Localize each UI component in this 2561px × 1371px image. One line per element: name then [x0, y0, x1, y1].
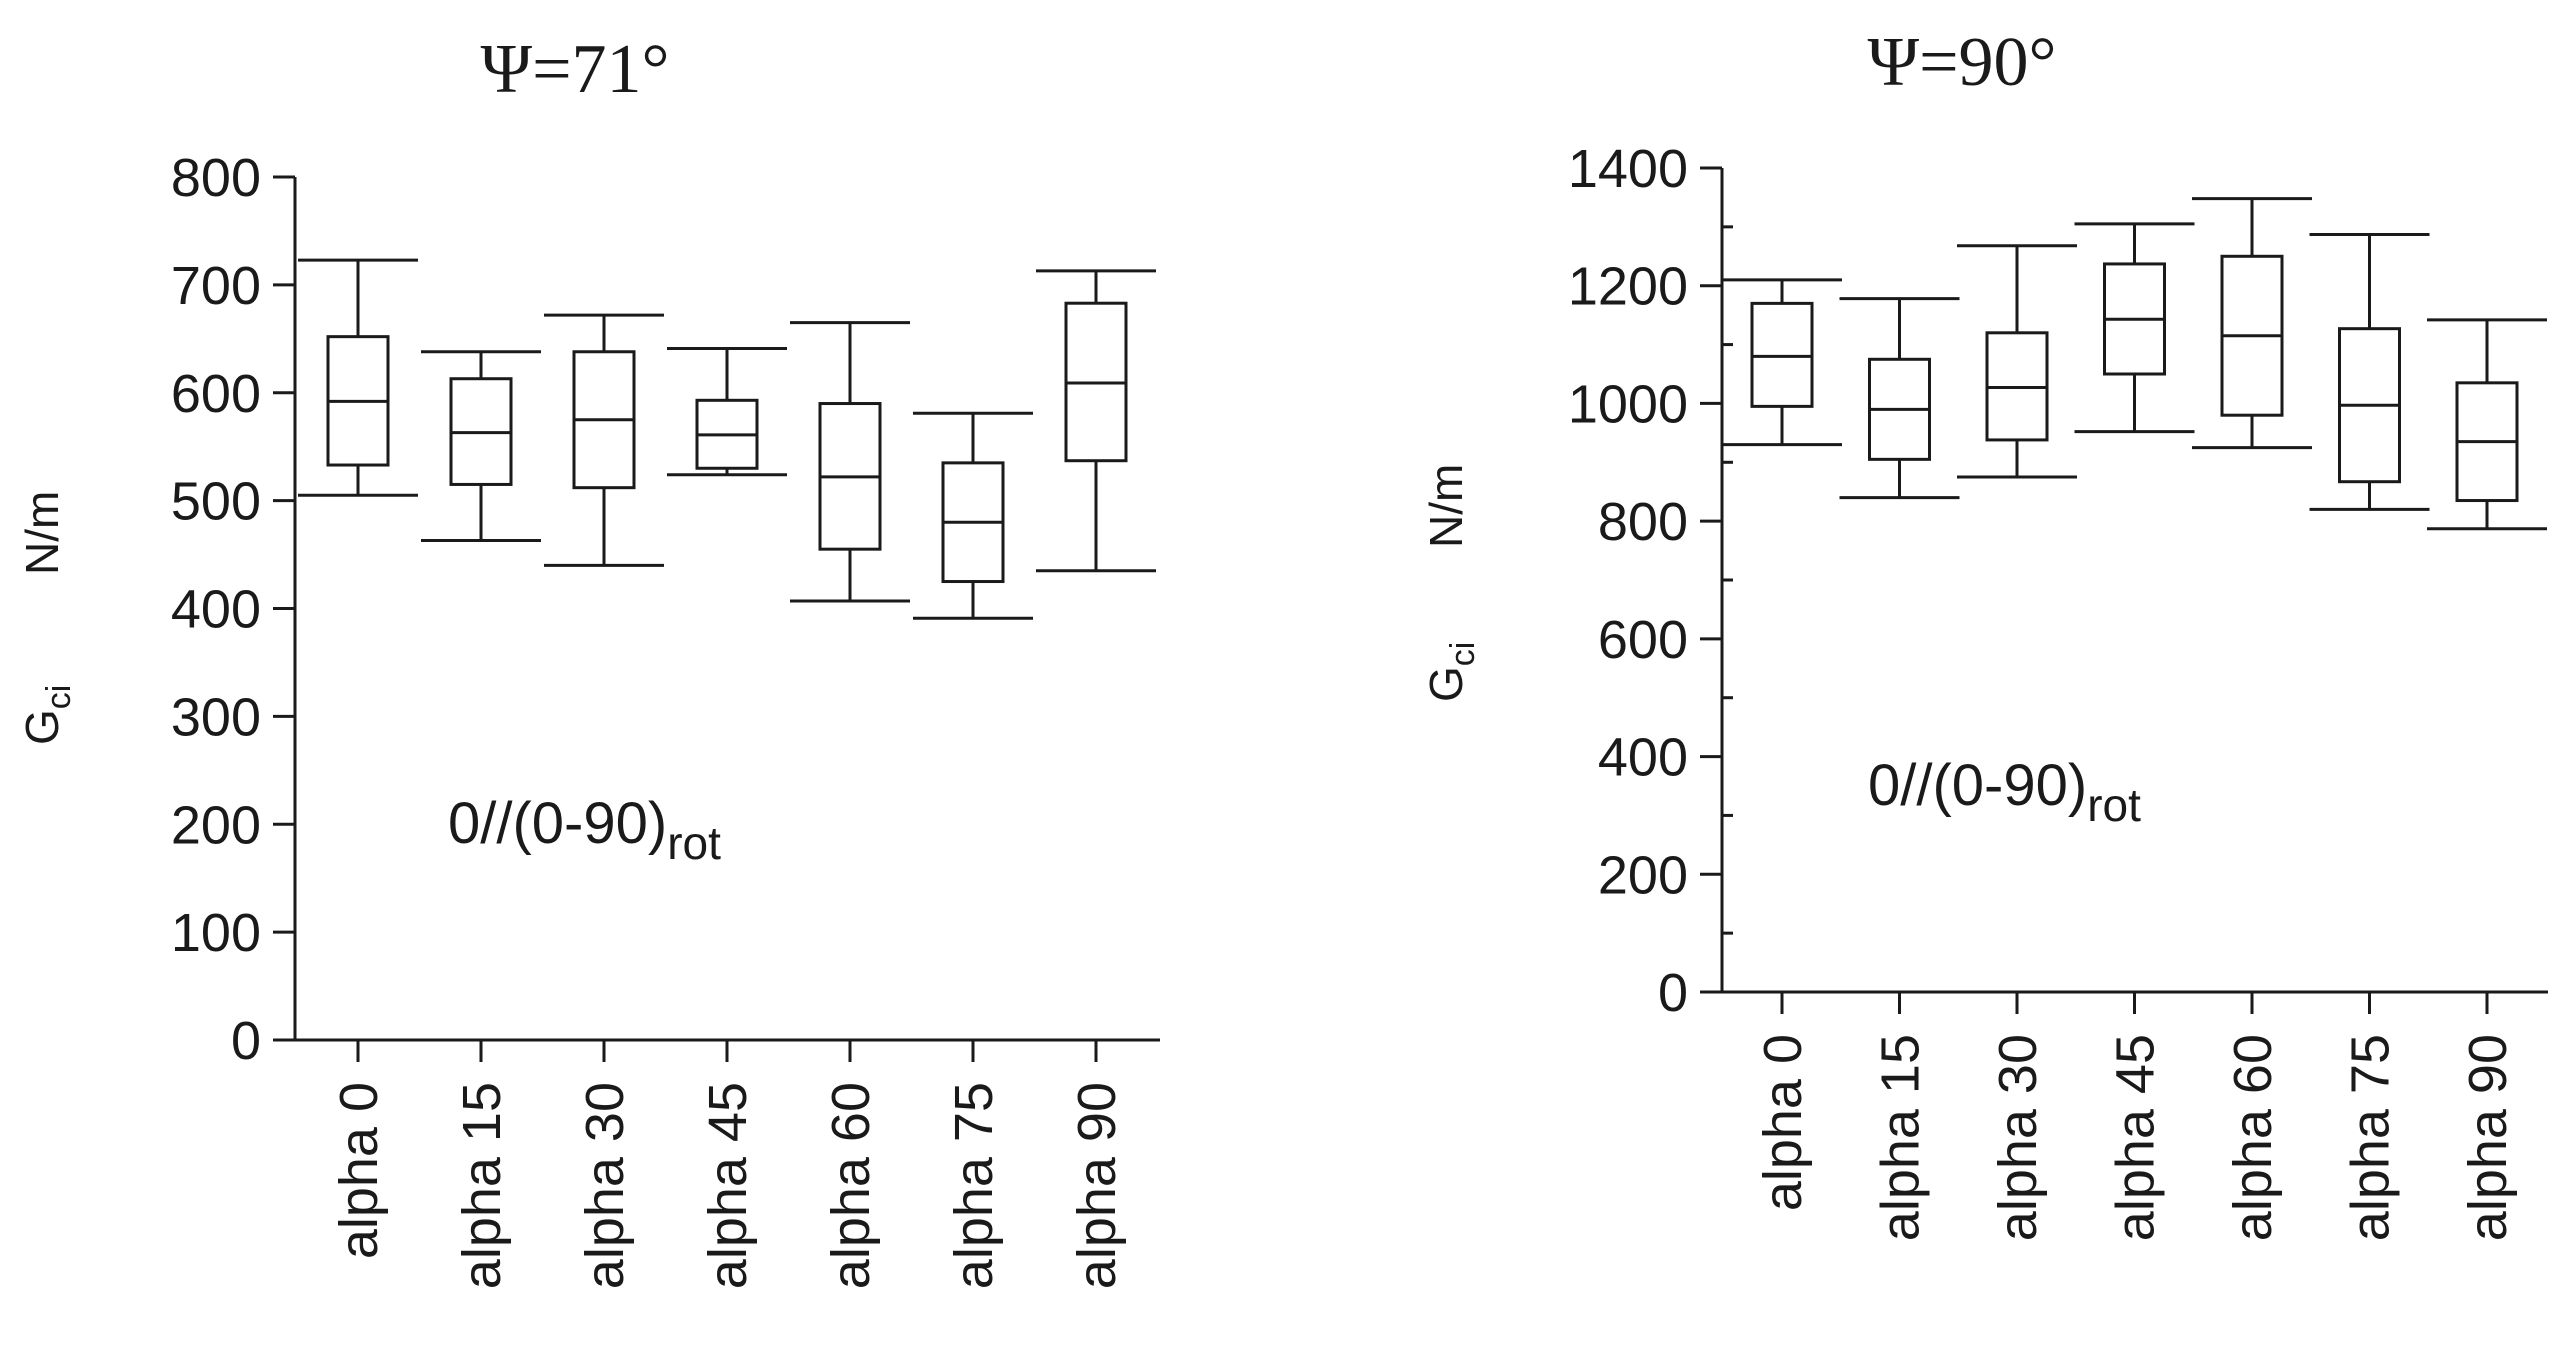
y-axis-label: Gci N/m — [1420, 464, 1482, 702]
chart-title: Ψ=71° — [480, 31, 669, 108]
y-tick-label: 700 — [171, 256, 261, 316]
axes-frame — [293, 177, 1160, 1042]
y-axis-label-symbol: Gci — [1420, 642, 1482, 702]
y-axis-label: Gci N/m — [16, 491, 78, 745]
y-tick-label: 300 — [171, 687, 261, 747]
x-tick-label: alpha 90 — [2458, 1034, 2518, 1241]
box-alpha-90 — [1036, 269, 1156, 573]
x-axis: alpha 0 alpha 15 alpha 30 alpha 45 alpha 60 a… — [1753, 992, 2518, 1241]
box-alpha-60 — [2192, 197, 2312, 450]
y-tick-label: 1000 — [1568, 374, 1688, 434]
box-alpha-90 — [2427, 318, 2547, 531]
chart-title: Ψ=90° — [1867, 24, 2056, 101]
x-tick-label: alpha 45 — [2106, 1034, 2166, 1241]
box-alpha-0 — [298, 258, 418, 497]
box-series — [298, 258, 1156, 620]
y-tick-label: 400 — [1598, 728, 1688, 788]
y-axis-label-symbol: Gci — [16, 685, 78, 745]
y-axis: 0 100 200 300 400 500 600 700 800 — [171, 148, 295, 1071]
x-tick-label: alpha 60 — [821, 1082, 881, 1289]
y-tick-label: 0 — [1658, 963, 1688, 1023]
x-tick-label: alpha 75 — [2341, 1034, 2401, 1241]
box-alpha-60 — [790, 321, 910, 603]
box-alpha-75 — [913, 411, 1033, 620]
chart-psi-71: Ψ=71° Gci N/m 0//(0-90)rot 0 100 200 300 400… — [16, 31, 1160, 1289]
box-alpha-45 — [2074, 222, 2195, 434]
y-tick-label: 600 — [1598, 610, 1688, 670]
x-tick-label: alpha 60 — [2223, 1034, 2283, 1241]
axes-frame — [1720, 168, 2548, 994]
y-tick-label: 800 — [1598, 492, 1688, 552]
y-tick-label: 200 — [171, 795, 261, 855]
x-tick-label: alpha 0 — [1753, 1034, 1813, 1211]
y-axis: 0 200 400 600 800 1000 1200 1400 — [1568, 139, 1733, 1023]
box-alpha-75 — [2309, 233, 2430, 511]
box-series — [1722, 197, 2547, 531]
x-tick-label: alpha 90 — [1067, 1082, 1127, 1289]
box-alpha-15 — [1839, 297, 1960, 500]
x-tick-label: alpha 30 — [1988, 1034, 2048, 1241]
chart-annotation: 0//(0-90)rot — [448, 791, 721, 869]
y-tick-label: 0 — [231, 1011, 261, 1071]
y-tick-label: 100 — [171, 903, 261, 963]
box-alpha-45 — [667, 347, 787, 477]
y-tick-label: 600 — [171, 364, 261, 424]
chart-psi-90: Ψ=90° Gci N/m 0//(0-90)rot 0 200 400 600 800… — [1420, 24, 2548, 1241]
y-tick-label: 400 — [171, 580, 261, 640]
y-axis-label-unit: N/m — [16, 491, 68, 575]
x-tick-label: alpha 45 — [698, 1082, 758, 1289]
box-alpha-30 — [544, 313, 664, 567]
x-axis: alpha 0 alpha 15 alpha 30 alpha 45 alpha 60 a… — [329, 1040, 1127, 1289]
y-tick-label: 800 — [171, 148, 261, 208]
y-tick-label: 200 — [1598, 845, 1688, 905]
chart-annotation: 0//(0-90)rot — [1868, 753, 2141, 831]
y-axis-label-unit: N/m — [1420, 464, 1472, 548]
x-tick-label: alpha 15 — [1871, 1034, 1931, 1241]
y-tick-label: 1200 — [1568, 257, 1688, 317]
x-tick-label: alpha 15 — [452, 1082, 512, 1289]
box-alpha-0 — [1722, 278, 1842, 447]
box-alpha-30 — [1957, 244, 2077, 479]
y-tick-label: 500 — [171, 472, 261, 532]
box-alpha-15 — [421, 350, 541, 543]
x-tick-label: alpha 75 — [944, 1082, 1004, 1289]
x-tick-label: alpha 30 — [575, 1082, 635, 1289]
x-tick-label: alpha 0 — [329, 1082, 389, 1259]
y-tick-label: 1400 — [1568, 139, 1688, 199]
